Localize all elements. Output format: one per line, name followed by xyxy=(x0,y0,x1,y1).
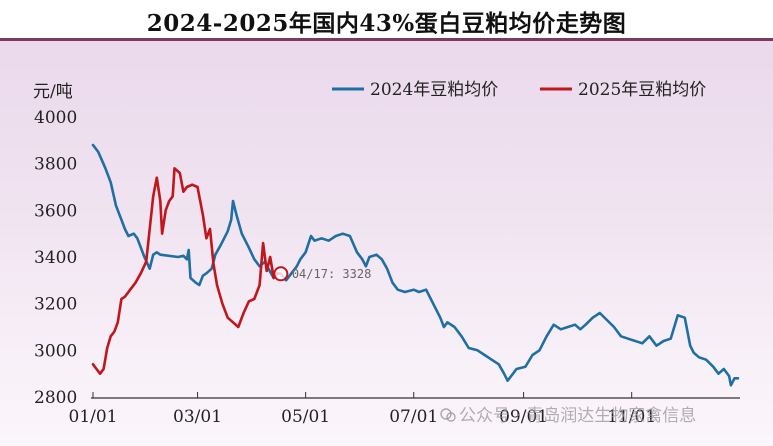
y-tick-label: 3800 xyxy=(34,155,77,175)
title-bar: 2024-2025年国内43%蛋白豆粕均价走势图 xyxy=(0,0,773,38)
watermark-text: 公众号 · 青岛润达生物家禽信息 xyxy=(459,406,697,426)
wechat-icon xyxy=(440,408,456,422)
x-axis: 01/01 03/01 05/01 07/01 09/01 11/01 xyxy=(69,392,740,427)
y-tick-label: 3000 xyxy=(34,341,77,361)
y-axis: 2800 3000 3200 3400 3600 3800 4000 xyxy=(34,108,77,408)
annotation-label: 04/17: 3328 xyxy=(292,267,371,281)
series-layer xyxy=(91,143,740,387)
title-divider xyxy=(0,38,773,41)
x-tick-label: 03/01 xyxy=(173,407,222,427)
y-tick-label: 3400 xyxy=(34,248,77,268)
y-tick-label: 3600 xyxy=(34,201,77,221)
annotation-marker xyxy=(273,266,289,282)
chart-title: 2024-2025年国内43%蛋白豆粕均价走势图 xyxy=(146,10,627,37)
plot-background xyxy=(0,41,773,446)
y-tick-label: 3200 xyxy=(34,295,77,315)
x-tick-label: 09/01 xyxy=(499,407,548,427)
legend-label: 2025年豆粕均价 xyxy=(578,80,706,100)
legend: 2024年豆粕均价 2025年豆粕均价 xyxy=(332,80,706,100)
x-tick-label: 05/01 xyxy=(281,407,330,427)
y-axis-unit: 元/吨 xyxy=(33,82,73,102)
x-tick-label: 07/01 xyxy=(389,407,438,427)
watermark: 公众号 · 青岛润达生物家禽信息 xyxy=(440,401,696,426)
y-tick-label: 2800 xyxy=(34,388,77,408)
series-2024-line xyxy=(91,143,740,387)
legend-label: 2024年豆粕均价 xyxy=(370,80,498,100)
series-2025-line xyxy=(91,167,283,375)
y-tick-label: 4000 xyxy=(34,108,77,128)
annotation-layer: 04/17: 3328 xyxy=(273,266,371,282)
x-tick-label: 01/01 xyxy=(69,407,118,427)
x-tick-label: 11/01 xyxy=(607,407,656,427)
